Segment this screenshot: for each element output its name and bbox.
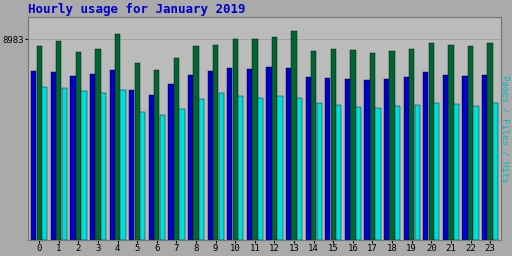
Bar: [76, 52, 81, 240]
Bar: [129, 90, 135, 240]
Bar: [297, 98, 302, 240]
Bar: [370, 54, 375, 240]
Bar: [140, 112, 145, 240]
Bar: [56, 41, 61, 240]
Bar: [36, 46, 42, 240]
Bar: [115, 35, 120, 240]
Bar: [95, 49, 101, 240]
Bar: [429, 43, 434, 240]
Bar: [482, 75, 487, 240]
Bar: [291, 31, 297, 240]
Bar: [31, 71, 36, 240]
Bar: [331, 49, 336, 240]
Bar: [409, 49, 414, 240]
Bar: [174, 58, 179, 240]
Bar: [266, 67, 272, 240]
Bar: [70, 76, 76, 240]
Bar: [154, 70, 160, 240]
Bar: [168, 84, 174, 240]
Bar: [90, 73, 95, 240]
Bar: [61, 88, 67, 240]
Bar: [325, 78, 330, 240]
Bar: [207, 71, 213, 240]
Bar: [336, 105, 342, 240]
Bar: [120, 90, 126, 240]
Bar: [487, 43, 493, 240]
Y-axis label: Pages / Files / Hits: Pages / Files / Hits: [500, 75, 509, 182]
Bar: [350, 50, 355, 240]
Bar: [454, 104, 459, 240]
Bar: [213, 45, 218, 240]
Bar: [258, 98, 263, 240]
Bar: [403, 77, 409, 240]
Bar: [306, 77, 311, 240]
Bar: [345, 79, 350, 240]
Bar: [356, 107, 361, 240]
Bar: [227, 68, 232, 240]
Bar: [443, 75, 448, 240]
Bar: [448, 45, 454, 240]
Bar: [286, 68, 291, 240]
Bar: [110, 70, 115, 240]
Bar: [101, 93, 106, 240]
Bar: [365, 80, 370, 240]
Bar: [434, 103, 439, 240]
Bar: [390, 51, 395, 240]
Bar: [135, 63, 140, 240]
Bar: [493, 103, 498, 240]
Bar: [395, 106, 400, 240]
Bar: [311, 51, 316, 240]
Bar: [375, 108, 380, 240]
Bar: [179, 109, 185, 240]
Bar: [468, 46, 473, 240]
Bar: [272, 37, 277, 240]
Bar: [42, 87, 48, 240]
Text: Hourly usage for January 2019: Hourly usage for January 2019: [29, 3, 246, 16]
Bar: [415, 105, 420, 240]
Bar: [160, 115, 165, 240]
Bar: [423, 72, 429, 240]
Bar: [384, 79, 389, 240]
Bar: [188, 75, 193, 240]
Bar: [462, 76, 467, 240]
Bar: [247, 69, 252, 240]
Bar: [474, 106, 479, 240]
Bar: [232, 39, 238, 240]
Bar: [219, 93, 224, 240]
Bar: [81, 91, 87, 240]
Bar: [148, 95, 154, 240]
Bar: [316, 103, 322, 240]
Bar: [199, 99, 204, 240]
Bar: [238, 96, 243, 240]
Bar: [252, 39, 258, 240]
Bar: [278, 96, 283, 240]
Bar: [51, 72, 56, 240]
Bar: [194, 46, 199, 240]
